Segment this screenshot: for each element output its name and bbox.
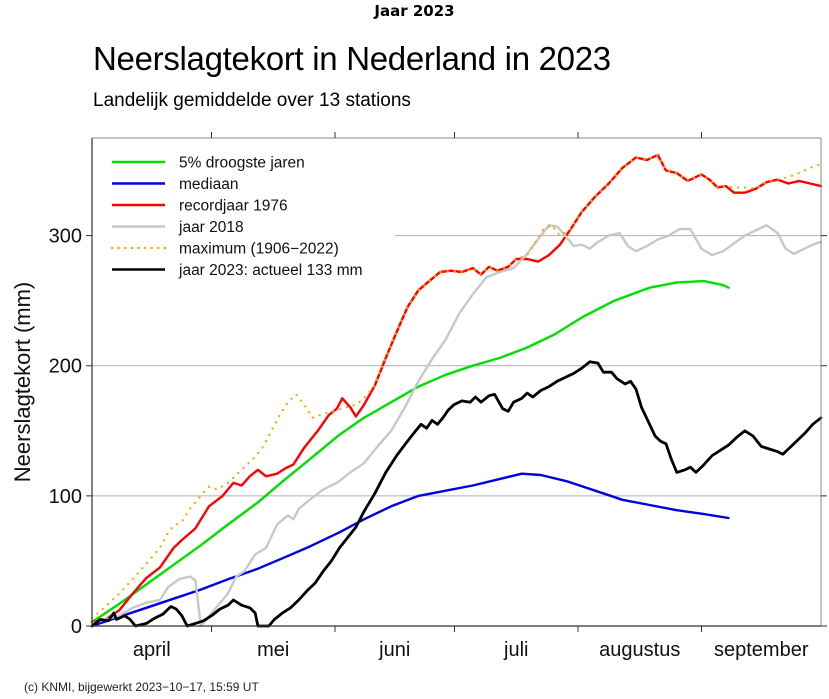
x-tick-label: september	[714, 639, 809, 661]
legend-label: jaar 2018	[178, 219, 244, 236]
legend: 5% droogste jaren mediaan recordjaar 1976 j…	[110, 155, 363, 279]
legend-label: maximum (1906−2022)	[179, 241, 339, 258]
y-tick-label: 0	[71, 616, 82, 638]
x-tick-label: juli	[503, 639, 528, 661]
x-tick-label: mei	[257, 639, 289, 661]
series-line-0	[90, 279, 730, 624]
x-tick-label: augustus	[599, 639, 680, 661]
x-tick-label: april	[133, 639, 171, 661]
y-axis-label: Neerslagtekort (mm)	[10, 282, 35, 482]
y-tick-label: 300	[49, 226, 82, 248]
series-line-3	[90, 223, 823, 628]
y-tick-label: 200	[49, 356, 82, 378]
y-tick-label: 100	[49, 486, 82, 508]
chart-subtitle: Landelijk gemiddelde over 13 stations	[93, 90, 411, 111]
series-layer	[90, 153, 823, 628]
legend-label: jaar 2023: actueel 133 mm	[178, 262, 363, 279]
series-line-5	[90, 360, 823, 628]
legend-label: mediaan	[179, 176, 238, 193]
legend-label: recordjaar 1976	[179, 198, 288, 215]
axes: 0 100 200 300 april mei juni juli augustus septem…	[49, 132, 827, 661]
legend-label: 5% droogste jaren	[179, 155, 305, 172]
x-tick-label: juni	[378, 639, 410, 661]
series-line-1	[90, 472, 730, 628]
series-line-4	[90, 153, 823, 620]
page-heading: Jaar 2023	[374, 2, 455, 20]
footer-credit: (c) KNMI, bijgewerkt 2023−10−17, 15:59 U…	[24, 680, 259, 694]
chart-title: Neerslagtekort in Nederland in 2023	[93, 40, 611, 77]
series-line-2	[90, 153, 823, 624]
